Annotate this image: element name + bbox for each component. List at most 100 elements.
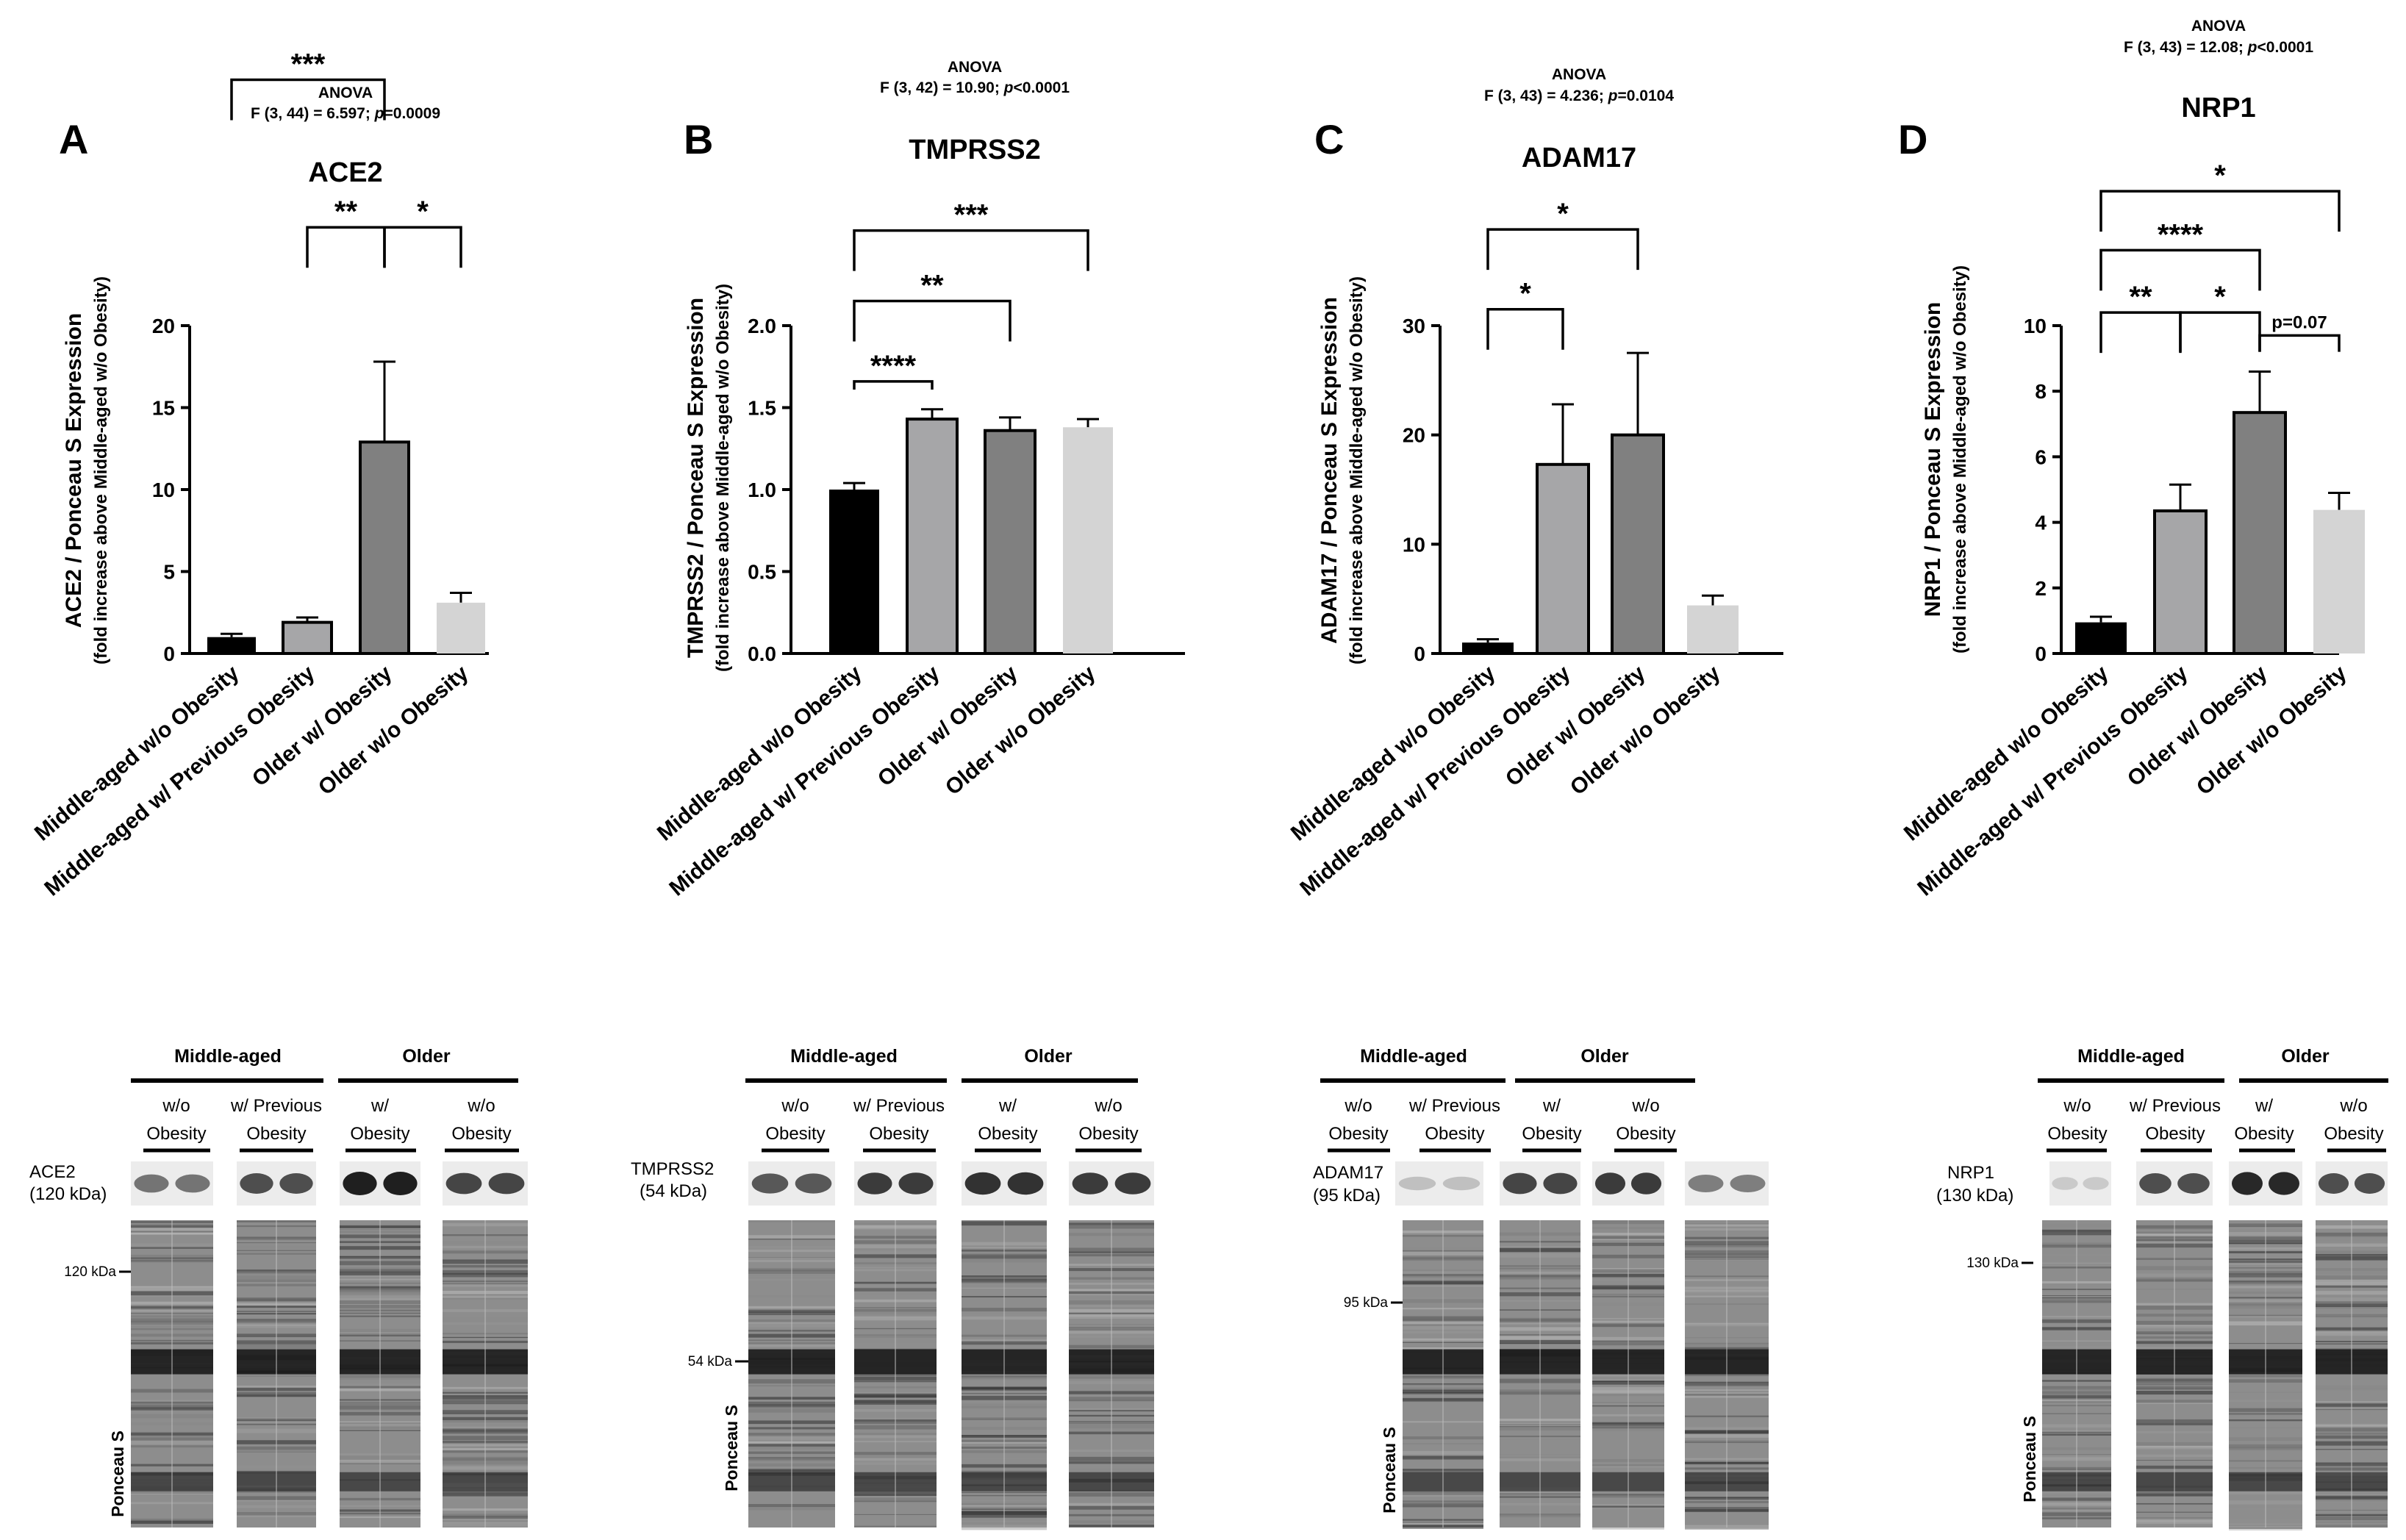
blot-band xyxy=(383,1172,418,1195)
y-axis-label: ADAM17 / Ponceau S Expression xyxy=(1317,297,1342,644)
blot-lane-label: w/ Previous xyxy=(1408,1096,1500,1116)
significance-label: ** xyxy=(920,270,944,302)
ponceau-stripe xyxy=(962,1525,1047,1530)
significance-bracket xyxy=(383,226,462,268)
significance-bracket xyxy=(853,380,934,390)
blot-band xyxy=(1007,1172,1044,1195)
y-tick-label: 0.0 xyxy=(748,642,776,665)
significance-bracket xyxy=(2179,311,2261,352)
blot-bands xyxy=(748,1161,1154,1206)
blot-lane-label: Obesity xyxy=(451,1124,511,1144)
blot-lane-label: Obesity xyxy=(869,1124,928,1144)
y-tick-label: 5 xyxy=(163,561,175,584)
blot-lane-label: Obesity xyxy=(1328,1124,1388,1144)
blot-lane-label: w/o xyxy=(1094,1096,1122,1116)
anova-stat-prefix: F (3, 44) = 6.597; xyxy=(251,105,375,122)
blot-marker-label: 54 kDa xyxy=(688,1354,733,1369)
significance-label: p=0.07 xyxy=(2271,312,2327,332)
blot-band xyxy=(857,1172,892,1195)
anova-stat: F (3, 43) = 4.236; p=0.0104 xyxy=(1484,87,1674,104)
significance-bracket xyxy=(2099,311,2182,354)
blot-stain-label: Ponceau S xyxy=(722,1405,741,1491)
blot-lane-label: w/ Previous xyxy=(230,1096,322,1116)
blot-lane-label: Obesity xyxy=(246,1124,306,1144)
blot-lane-label: w/o xyxy=(2339,1096,2367,1116)
western-blot: Middle-aged Older w/o Obesity w/ Previou… xyxy=(631,1046,1154,1530)
panel-letter: B xyxy=(684,116,713,162)
x-tick-label: Older w/ Obesity xyxy=(873,661,1023,792)
anova-title: ANOVA xyxy=(318,85,373,101)
blot-band xyxy=(1688,1175,1724,1192)
x-tick-label: Older w/o Obesity xyxy=(941,661,1100,800)
blot-lane-label: Obesity xyxy=(146,1124,206,1144)
blot-lane-label: Obesity xyxy=(2234,1124,2294,1144)
blot-band xyxy=(240,1173,273,1194)
significance-label: ** xyxy=(2129,281,2152,313)
figure-panel-b: ANOVA F (3, 42) = 10.90; p<0.0001 B TMPR… xyxy=(631,59,1185,1530)
significance-bracket xyxy=(1486,307,1564,350)
blot-lane-label: Obesity xyxy=(1078,1124,1138,1144)
blot-band xyxy=(2139,1173,2172,1194)
blot-lane-label: w/o xyxy=(1631,1096,1659,1116)
blot-band xyxy=(1114,1172,1151,1195)
blot-band xyxy=(898,1172,934,1195)
bar xyxy=(1063,427,1113,653)
blot-protein-label: TMPRSS2 xyxy=(631,1159,714,1179)
y-axis-label-subtitle: (fold increase above Middle-aged w/o Obe… xyxy=(1950,265,1970,653)
y-tick-label: 1.5 xyxy=(748,397,776,420)
figure-panel-d: ANOVA F (3, 43) = 12.08; p<0.0001 D NRP1… xyxy=(1898,18,2388,1531)
blot-band xyxy=(1503,1172,1537,1195)
anova-title: ANOVA xyxy=(948,59,1002,76)
y-tick-label: 30 xyxy=(1403,315,1425,337)
y-tick-label: 6 xyxy=(2035,445,2047,468)
y-tick-label: 20 xyxy=(1403,424,1425,447)
y-axis-label-subtitle: (fold increase above Middle-aged w/o Obe… xyxy=(713,284,733,672)
significance-bracket xyxy=(2099,190,2341,232)
anova-stat-prefix: F (3, 43) = 12.08; xyxy=(2124,39,2248,56)
blot-lane-label: w/ Previous xyxy=(2129,1096,2221,1116)
x-tick-label: Older w/o Obesity xyxy=(2192,661,2352,800)
anova-p-symbol: p xyxy=(1003,79,1014,96)
anova-stat: F (3, 42) = 10.90; p<0.0001 xyxy=(880,79,1070,96)
blot-band xyxy=(1630,1172,1662,1195)
blot-lane-label: w/o xyxy=(162,1096,190,1116)
ponceau-stripe xyxy=(1685,1526,1769,1530)
blot-lane-label: w/ xyxy=(2255,1096,2273,1116)
blot-marker-label: 130 kDa xyxy=(1966,1256,2019,1271)
ponceau-stain xyxy=(1403,1220,1769,1530)
y-tick-label: 1.0 xyxy=(748,479,776,501)
bar xyxy=(906,418,959,655)
anova-p-symbol: p xyxy=(2247,39,2258,56)
chart-title: ACE2 xyxy=(308,157,382,188)
significance-bracket xyxy=(2099,248,2261,291)
blot-lane-label: Obesity xyxy=(1522,1124,1581,1144)
significance-bracket xyxy=(230,78,386,121)
blot-lane-label: w/o xyxy=(467,1096,495,1116)
panel-letter: A xyxy=(59,116,88,162)
bar xyxy=(359,440,410,656)
blot-group-label: Older xyxy=(402,1046,451,1067)
blot-group-label: Older xyxy=(1580,1046,1629,1067)
figure-panel-a: ANOVA F (3, 44) = 6.597; p=0.0009 A ACE2… xyxy=(29,49,528,1528)
blot-band xyxy=(1543,1172,1578,1195)
ponceau-stain xyxy=(748,1220,1154,1530)
blot-lane-label: Obesity xyxy=(2047,1124,2107,1144)
blot-group-label: Older xyxy=(1024,1046,1073,1067)
blot-lane-label: w/o xyxy=(2063,1096,2091,1116)
anova-stat: F (3, 44) = 6.597; p=0.0009 xyxy=(251,105,440,122)
blot-lane-label: w/o xyxy=(781,1096,809,1116)
blot-kda-label: (120 kDa) xyxy=(29,1184,107,1204)
y-tick-label: 10 xyxy=(1403,533,1425,556)
western-blot: Middle-aged Older w/o Obesity w/ Previou… xyxy=(1936,1046,2388,1531)
x-tick-label: Middle-aged w/ Previous Obesity xyxy=(1295,661,1575,901)
chart-title: ADAM17 xyxy=(1522,143,1636,173)
bar xyxy=(984,429,1036,655)
anova-p-value: <0.0001 xyxy=(2258,39,2314,56)
blot-bands xyxy=(131,1161,528,1206)
blot-band xyxy=(134,1174,169,1193)
blot-band xyxy=(175,1174,210,1193)
significance-bracket xyxy=(853,229,1089,271)
y-tick-label: 4 xyxy=(2035,512,2047,534)
blot-band xyxy=(2269,1172,2299,1195)
blot-band xyxy=(2083,1177,2109,1190)
